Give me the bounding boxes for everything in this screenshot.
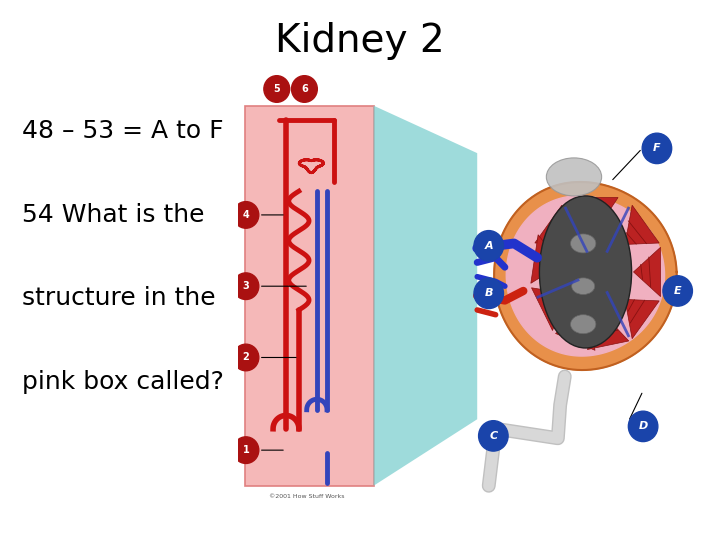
- Circle shape: [233, 437, 258, 463]
- Polygon shape: [531, 288, 565, 330]
- Text: 2: 2: [243, 353, 249, 362]
- Circle shape: [629, 411, 658, 442]
- Circle shape: [474, 231, 503, 261]
- Circle shape: [233, 344, 258, 371]
- Text: pink box called?: pink box called?: [22, 370, 223, 394]
- Text: F: F: [653, 144, 661, 153]
- Circle shape: [642, 133, 672, 164]
- Polygon shape: [634, 247, 660, 296]
- Text: A: A: [485, 241, 493, 251]
- Polygon shape: [576, 198, 618, 229]
- Polygon shape: [374, 106, 477, 486]
- Polygon shape: [588, 314, 629, 349]
- Polygon shape: [506, 196, 665, 356]
- Text: B: B: [485, 288, 493, 298]
- Text: structure in the: structure in the: [22, 286, 215, 310]
- Text: ©2001 How Stuff Works: ©2001 How Stuff Works: [269, 494, 344, 498]
- Polygon shape: [556, 312, 595, 350]
- FancyBboxPatch shape: [245, 106, 374, 486]
- Polygon shape: [625, 205, 660, 245]
- Circle shape: [292, 76, 318, 102]
- Ellipse shape: [572, 278, 595, 294]
- Polygon shape: [535, 205, 569, 245]
- Ellipse shape: [570, 315, 596, 334]
- Text: 48 – 53 = A to F: 48 – 53 = A to F: [22, 119, 223, 143]
- Text: 54 What is the: 54 What is the: [22, 202, 204, 226]
- Circle shape: [264, 76, 289, 102]
- Text: 3: 3: [243, 281, 249, 291]
- Text: 1: 1: [243, 445, 249, 455]
- Text: C: C: [490, 431, 498, 441]
- Text: 5: 5: [274, 84, 280, 94]
- Text: 4: 4: [243, 210, 249, 220]
- Ellipse shape: [570, 234, 596, 253]
- Text: D: D: [639, 421, 648, 431]
- Text: 6: 6: [301, 84, 307, 94]
- Ellipse shape: [546, 158, 602, 196]
- Polygon shape: [531, 235, 561, 284]
- Polygon shape: [625, 300, 660, 339]
- Text: Kidney 2: Kidney 2: [275, 22, 445, 59]
- Text: E: E: [674, 286, 681, 296]
- Circle shape: [233, 273, 258, 300]
- Circle shape: [663, 276, 693, 306]
- Circle shape: [233, 201, 258, 228]
- Circle shape: [474, 278, 503, 308]
- Ellipse shape: [539, 196, 631, 348]
- Circle shape: [479, 421, 508, 451]
- Polygon shape: [494, 182, 677, 370]
